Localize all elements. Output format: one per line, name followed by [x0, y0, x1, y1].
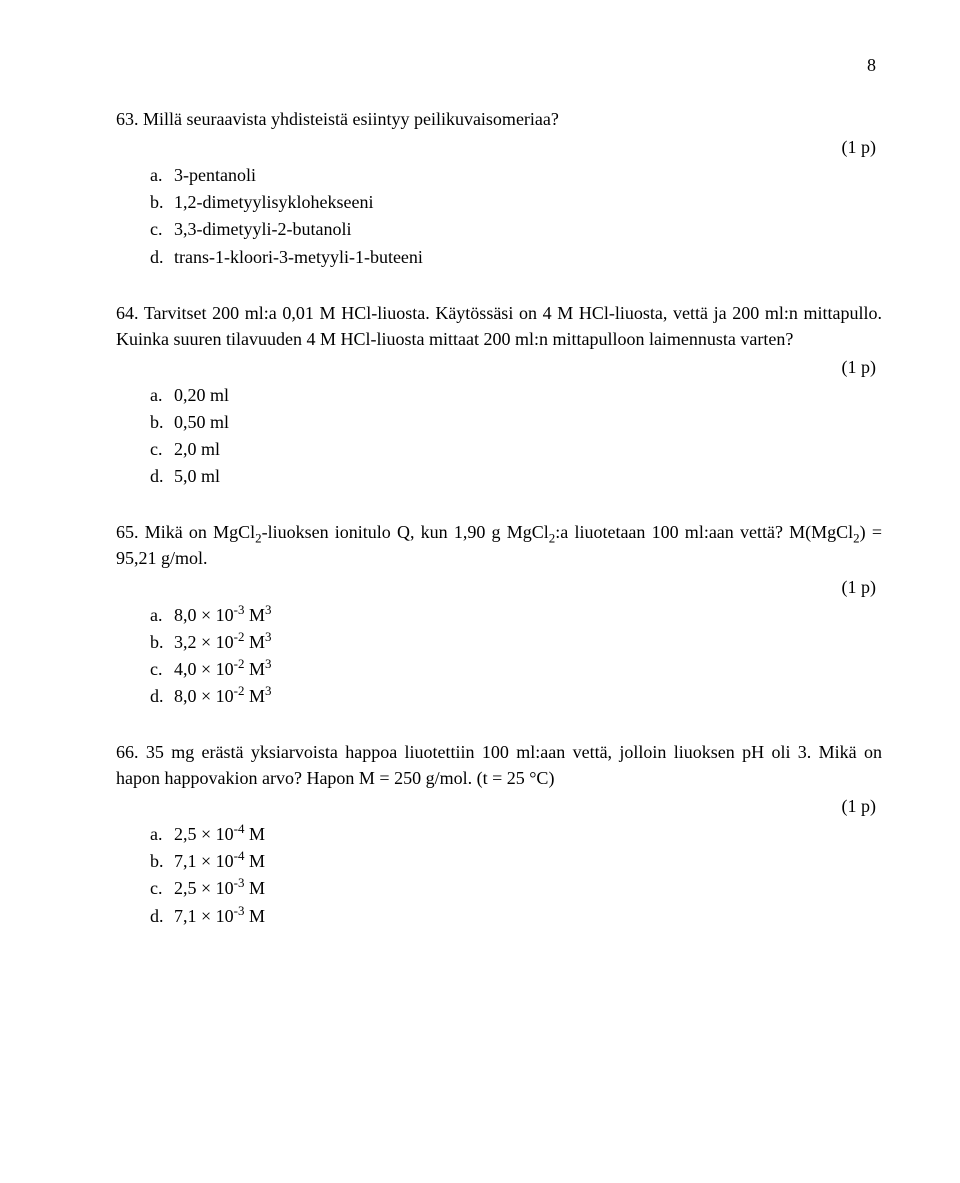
option-letter: b. — [150, 409, 174, 435]
option-text: 4,0 × 10-2 M3 — [174, 656, 271, 682]
option-letter: b. — [150, 848, 174, 874]
points-label: (1 p) — [116, 793, 882, 819]
points-label: (1 p) — [116, 354, 882, 380]
option-b: b.7,1 × 10-4 M — [150, 848, 882, 874]
option-text: 3,3-dimetyyli-2-butanoli — [174, 216, 351, 242]
option-letter: a. — [150, 162, 174, 188]
option-letter: a. — [150, 382, 174, 408]
option-b: b.1,2-dimetyylisyklohekseeni — [150, 189, 882, 215]
option-b: b.3,2 × 10-2 M3 — [150, 629, 882, 655]
question-number: 64. — [116, 303, 139, 323]
option-letter: b. — [150, 629, 174, 655]
points-label: (1 p) — [116, 134, 882, 160]
option-c: c.3,3-dimetyyli-2-butanoli — [150, 216, 882, 242]
question-text: Mikä on MgCl2-liuoksen ionitulo Q, kun 1… — [116, 522, 882, 568]
question-stem: 66. 35 mg erästä yksiarvoista happoa liu… — [116, 739, 882, 791]
option-text: 0,20 ml — [174, 382, 229, 408]
option-letter: b. — [150, 189, 174, 215]
option-letter: d. — [150, 463, 174, 489]
question-66: 66. 35 mg erästä yksiarvoista happoa liu… — [116, 739, 882, 929]
option-letter: a. — [150, 602, 174, 628]
option-c: c.2,0 ml — [150, 436, 882, 462]
option-text: 2,0 ml — [174, 436, 220, 462]
option-text: 1,2-dimetyylisyklohekseeni — [174, 189, 373, 215]
option-letter: c. — [150, 656, 174, 682]
option-text: 7,1 × 10-4 M — [174, 848, 265, 874]
option-text: 2,5 × 10-4 M — [174, 821, 265, 847]
option-b: b.0,50 ml — [150, 409, 882, 435]
question-63: 63. Millä seuraavista yhdisteistä esiint… — [116, 106, 882, 270]
option-d: d.trans-1-kloori-3-metyyli-1-buteeni — [150, 244, 882, 270]
question-text: 35 mg erästä yksiarvoista happoa liuotet… — [116, 742, 882, 788]
option-d: d.8,0 × 10-2 M3 — [150, 683, 882, 709]
question-64: 64. Tarvitset 200 ml:a 0,01 M HCl-liuost… — [116, 300, 882, 490]
option-letter: a. — [150, 821, 174, 847]
option-letter: d. — [150, 683, 174, 709]
question-number: 65. — [116, 522, 139, 542]
option-text: trans-1-kloori-3-metyyli-1-buteeni — [174, 244, 423, 270]
points-label: (1 p) — [116, 574, 882, 600]
option-a: a.2,5 × 10-4 M — [150, 821, 882, 847]
option-letter: c. — [150, 216, 174, 242]
options: a.8,0 × 10-3 M3 b.3,2 × 10-2 M3 c.4,0 × … — [116, 602, 882, 709]
option-text: 5,0 ml — [174, 463, 220, 489]
option-letter: c. — [150, 875, 174, 901]
question-number: 63. — [116, 109, 139, 129]
option-text: 8,0 × 10-3 M3 — [174, 602, 271, 628]
option-letter: d. — [150, 903, 174, 929]
options: a.3-pentanoli b.1,2-dimetyylisykloheksee… — [116, 162, 882, 269]
question-stem: 63. Millä seuraavista yhdisteistä esiint… — [116, 106, 882, 132]
options: a.0,20 ml b.0,50 ml c.2,0 ml d.5,0 ml — [116, 382, 882, 489]
question-text: Tarvitset 200 ml:a 0,01 M HCl-liuosta. K… — [116, 303, 882, 349]
question-text: Millä seuraavista yhdisteistä esiintyy p… — [143, 109, 559, 129]
option-d: d.5,0 ml — [150, 463, 882, 489]
question-number: 66. — [116, 742, 139, 762]
option-d: d.7,1 × 10-3 M — [150, 903, 882, 929]
page-number: 8 — [116, 52, 882, 78]
option-a: a.3-pentanoli — [150, 162, 882, 188]
question-65: 65. Mikä on MgCl2-liuoksen ionitulo Q, k… — [116, 519, 882, 709]
option-letter: d. — [150, 244, 174, 270]
option-text: 8,0 × 10-2 M3 — [174, 683, 271, 709]
option-text: 2,5 × 10-3 M — [174, 875, 265, 901]
question-stem: 64. Tarvitset 200 ml:a 0,01 M HCl-liuost… — [116, 300, 882, 352]
question-stem: 65. Mikä on MgCl2-liuoksen ionitulo Q, k… — [116, 519, 882, 571]
option-a: a.8,0 × 10-3 M3 — [150, 602, 882, 628]
option-c: c.2,5 × 10-3 M — [150, 875, 882, 901]
option-c: c.4,0 × 10-2 M3 — [150, 656, 882, 682]
option-text: 7,1 × 10-3 M — [174, 903, 265, 929]
option-a: a.0,20 ml — [150, 382, 882, 408]
option-text: 3-pentanoli — [174, 162, 256, 188]
option-text: 0,50 ml — [174, 409, 229, 435]
options: a.2,5 × 10-4 M b.7,1 × 10-4 M c.2,5 × 10… — [116, 821, 882, 928]
option-letter: c. — [150, 436, 174, 462]
option-text: 3,2 × 10-2 M3 — [174, 629, 271, 655]
